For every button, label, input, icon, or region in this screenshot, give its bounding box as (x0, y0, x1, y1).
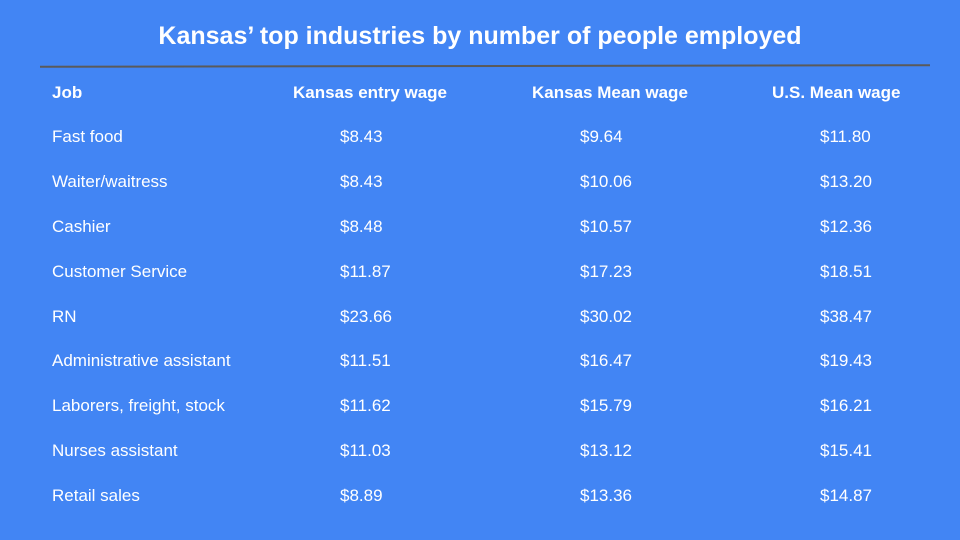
header-kansas-mean-wage: Kansas Mean wage (532, 83, 688, 102)
cell-kansas-mean-wage: $10.06 (580, 172, 632, 191)
title-divider (39, 64, 931, 68)
cell-job: Customer Service (52, 262, 188, 281)
cell-kansas-entry-wage: $8.43 (340, 127, 383, 146)
cell-kansas-mean-wage: $30.02 (580, 307, 632, 326)
cell-kansas-mean-wage: $15.79 (580, 396, 632, 415)
cell-kansas-entry-wage: $11.62 (340, 396, 391, 415)
cell-job: Nurses assistant (52, 441, 178, 460)
cell-us-mean-wage: $18.51 (820, 262, 872, 281)
cell-us-mean-wage: $19.43 (820, 351, 872, 370)
page-title: Kansas’ top industries by number of peop… (158, 22, 802, 50)
cell-kansas-mean-wage: $13.36 (580, 486, 632, 505)
cell-kansas-mean-wage: $13.12 (580, 441, 632, 460)
cell-job: Waiter/waitress (52, 172, 168, 191)
table-row: Cashier $8.48 $10.57 $12.36 (0, 212, 960, 242)
cell-us-mean-wage: $13.20 (820, 172, 872, 191)
table-row: Customer Service $11.87 $17.23 $18.51 (0, 257, 960, 287)
table-row: Fast food $8.43 $9.64 $11.80 (0, 122, 960, 152)
cell-job: RN (52, 307, 77, 326)
cell-kansas-entry-wage: $11.87 (340, 262, 391, 281)
cell-kansas-entry-wage: $11.03 (340, 441, 391, 460)
cell-kansas-mean-wage: $16.47 (580, 351, 632, 370)
table-row: Nurses assistant $11.03 $13.12 $15.41 (0, 436, 960, 466)
header-us-mean-wage: U.S. Mean wage (772, 83, 901, 102)
cell-us-mean-wage: $11.80 (820, 127, 871, 146)
cell-kansas-entry-wage: $8.43 (340, 172, 383, 191)
header-kansas-entry-wage: Kansas entry wage (293, 83, 448, 102)
cell-kansas-mean-wage: $9.64 (580, 127, 623, 146)
cell-us-mean-wage: $38.47 (820, 307, 872, 326)
table-header-row: Job Kansas entry wage Kansas Mean wage U… (0, 78, 960, 108)
cell-us-mean-wage: $12.36 (820, 217, 872, 236)
cell-kansas-entry-wage: $8.89 (340, 486, 383, 505)
table-row: Laborers, freight, stock $11.62 $15.79 $… (0, 391, 960, 421)
cell-kansas-entry-wage: $11.51 (340, 351, 391, 370)
table-row: Administrative assistant $11.51 $16.47 $… (0, 346, 960, 376)
table-row: Waiter/waitress $8.43 $10.06 $13.20 (0, 167, 960, 197)
cell-us-mean-wage: $14.87 (820, 486, 872, 505)
cell-us-mean-wage: $16.21 (820, 396, 872, 415)
cell-job: Cashier (52, 217, 111, 236)
table-row: RN $23.66 $30.02 $38.47 (0, 302, 960, 332)
header-job: Job (52, 83, 83, 102)
cell-kansas-entry-wage: $8.48 (340, 217, 383, 236)
cell-kansas-mean-wage: $10.57 (580, 217, 632, 236)
cell-kansas-mean-wage: $17.23 (580, 262, 632, 281)
cell-job: Administrative assistant (52, 351, 231, 370)
cell-job: Fast food (52, 127, 123, 146)
cell-job: Retail sales (52, 486, 140, 505)
table-row: Retail sales $8.89 $13.36 $14.87 (0, 481, 960, 511)
cell-kansas-entry-wage: $23.66 (340, 307, 392, 326)
cell-us-mean-wage: $15.41 (820, 441, 872, 460)
cell-job: Laborers, freight, stock (52, 396, 225, 415)
